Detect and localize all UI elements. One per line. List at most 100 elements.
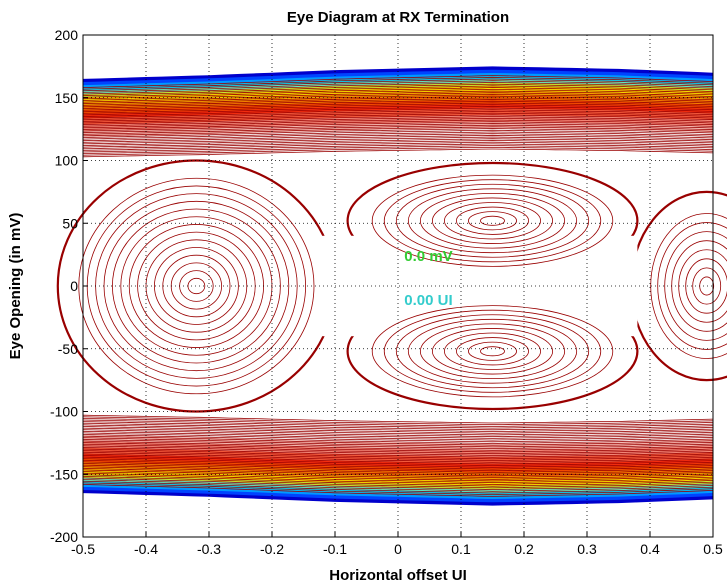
contour-line — [82, 107, 714, 119]
eye-lower-ring — [407, 318, 578, 384]
contour-line — [82, 442, 714, 453]
contour-line — [82, 148, 714, 158]
eye-lower-ring — [443, 332, 542, 370]
contour-line — [82, 138, 714, 148]
eye-center — [316, 235, 638, 337]
y-tick-label: -200 — [50, 529, 78, 545]
contour-line — [82, 467, 714, 480]
contour-line — [82, 134, 714, 145]
eye-upper-ring — [443, 202, 542, 240]
contour-line — [82, 80, 714, 93]
contour-line — [82, 429, 714, 439]
x-tick-label: 0.1 — [451, 541, 471, 557]
contour-line — [82, 422, 714, 433]
contour-line — [82, 421, 714, 431]
contour-line — [82, 419, 714, 429]
eye-left-ring — [153, 247, 239, 325]
eye-right-ring — [692, 267, 722, 305]
eye-upper-ring — [431, 197, 554, 244]
x-tick-label: -0.3 — [197, 541, 221, 557]
contour-line — [82, 128, 714, 138]
contour-line — [82, 450, 714, 462]
x-tick-label: 0.4 — [640, 541, 660, 557]
eye-lower-ring — [395, 314, 590, 389]
eye-upper-ring — [468, 211, 517, 231]
eye-left-ring — [78, 177, 315, 395]
contour-line — [82, 105, 714, 117]
contour-line — [82, 463, 714, 475]
x-axis-label: Horizontal offset UI — [329, 567, 467, 584]
contour-line — [82, 475, 714, 489]
contour-line — [82, 453, 714, 465]
contour-line — [82, 104, 714, 116]
contour-line — [82, 480, 714, 494]
contour-line — [82, 131, 714, 142]
x-tick-label: 0.5 — [703, 541, 723, 557]
contour-line — [82, 122, 714, 134]
x-axis-ticks: -0.5 -0.4 -0.3 -0.2 -0.1 0 0.1 0.2 0.3 0.4 0.5 — [71, 532, 723, 557]
eye-right-ring — [657, 222, 727, 350]
contour-line — [82, 440, 714, 451]
eye-lower-ring — [468, 341, 517, 361]
y-axis-label: Eye Opening (in mV) — [7, 213, 24, 360]
contour-line — [82, 99, 714, 111]
x-tick-label: 0.3 — [577, 541, 597, 557]
eye-lower-ring — [431, 328, 554, 375]
eye-lower-ring — [456, 337, 529, 366]
x-tick-label: -0.4 — [134, 541, 158, 557]
contour-line — [82, 112, 714, 124]
contour-line — [82, 448, 714, 460]
chart-title: Eye Diagram at RX Termination — [287, 9, 509, 26]
eye-left-ring — [162, 254, 231, 318]
y-axis-ticks: -200 -150 -100 -50 0 50 100 150 200 — [50, 27, 88, 545]
contour-line — [82, 461, 714, 473]
contour-line — [82, 75, 714, 88]
eye-lower-ring — [480, 346, 505, 357]
x-tick-label: 0 — [394, 541, 402, 557]
contour-line — [82, 102, 714, 114]
eye-lower-ring — [419, 323, 566, 380]
y-tick-label: -100 — [50, 404, 78, 420]
eye-upper-ring — [456, 206, 529, 235]
eye-left-ring — [111, 208, 281, 364]
contour-line — [82, 124, 714, 135]
x-tick-label: -0.1 — [323, 541, 347, 557]
contour-line — [82, 437, 714, 448]
y-tick-label: 150 — [55, 90, 79, 106]
contour-line — [82, 116, 714, 127]
eye-upper-ring — [419, 192, 566, 249]
contour-line — [82, 432, 714, 443]
annotations: 0.0 mV 0.00 UI — [404, 248, 452, 309]
plot-area — [56, 66, 727, 506]
eye-right-ring — [650, 213, 727, 359]
x-tick-label: -0.2 — [260, 541, 284, 557]
y-tick-label: -150 — [50, 466, 78, 482]
contour-line — [82, 472, 714, 485]
contour-line — [82, 119, 714, 130]
contour-line — [82, 139, 714, 150]
contour-line — [82, 474, 714, 487]
contour-line — [82, 445, 714, 456]
y-tick-label: 50 — [62, 215, 78, 231]
contour-line — [82, 456, 714, 468]
y-tick-label: 200 — [55, 27, 79, 43]
contour-line — [82, 482, 714, 496]
eye-right-ring — [685, 258, 727, 314]
y-tick-label: 100 — [55, 153, 79, 169]
contour-line — [82, 83, 714, 97]
contour-line — [82, 426, 714, 436]
annotation-label: 0.0 mV — [404, 248, 452, 265]
eye-upper-ring — [371, 174, 614, 267]
contour-line — [82, 110, 714, 122]
x-tick-label: -0.5 — [71, 541, 95, 557]
contour-line — [82, 438, 714, 450]
contour-line — [82, 451, 714, 463]
contour-line — [82, 143, 714, 153]
contour-line — [82, 114, 714, 125]
contour-line — [82, 93, 714, 106]
contour-line — [82, 136, 714, 146]
contour-line — [82, 92, 714, 105]
contour-line — [82, 87, 714, 100]
eye-lower-ring — [371, 305, 614, 398]
